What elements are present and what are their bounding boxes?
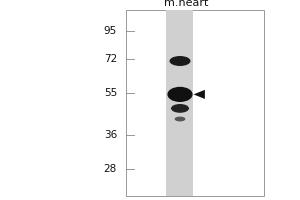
Text: 55: 55 <box>104 88 117 98</box>
Ellipse shape <box>175 117 185 121</box>
Text: m.heart: m.heart <box>164 0 208 8</box>
Ellipse shape <box>171 104 189 113</box>
Ellipse shape <box>169 56 190 66</box>
Text: 28: 28 <box>104 164 117 174</box>
Bar <box>167 10 194 196</box>
Bar <box>126 10 264 196</box>
Text: 72: 72 <box>104 54 117 64</box>
Polygon shape <box>194 90 205 99</box>
Ellipse shape <box>167 87 193 102</box>
Text: 95: 95 <box>104 26 117 36</box>
Text: 36: 36 <box>104 130 117 140</box>
